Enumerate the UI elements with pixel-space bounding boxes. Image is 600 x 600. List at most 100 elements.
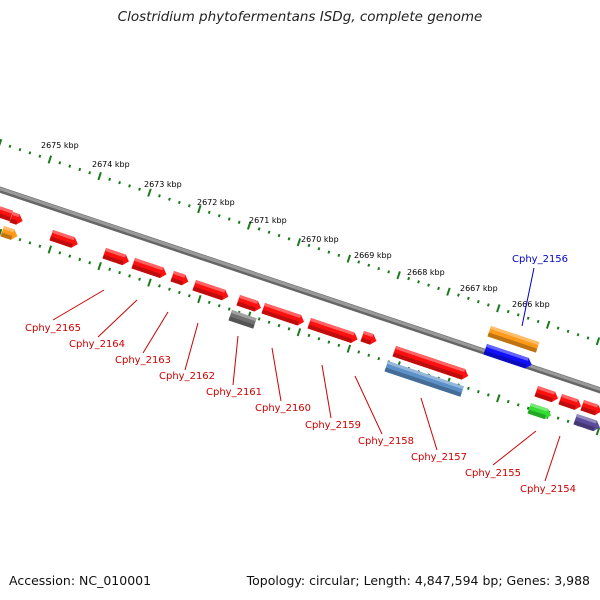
scale-tick — [346, 254, 352, 263]
gene-label-cphy-2155[interactable]: Cphy_2155 — [465, 468, 521, 479]
gene-shade — [236, 301, 256, 312]
scale-tick — [138, 277, 141, 281]
gene-cphy-2156[interactable] — [487, 326, 540, 353]
scale-tick — [337, 253, 341, 258]
gene-highlight — [231, 310, 257, 322]
scale-tick — [187, 294, 191, 298]
gene-cphy-2154c[interactable] — [573, 414, 600, 433]
scale-tick — [197, 204, 202, 214]
gene-highlight — [387, 361, 464, 390]
scale-tick — [566, 419, 570, 424]
kbp-label: 2674 kbp — [92, 160, 130, 169]
gene-cphy-2162[interactable] — [170, 271, 191, 287]
scale-tick — [417, 280, 420, 284]
gene-highlight — [576, 414, 597, 424]
scale-tick — [47, 245, 53, 254]
gene-cphy-2165[interactable] — [49, 230, 80, 249]
gene-cphy-2158[interactable] — [307, 318, 360, 345]
gene-highlight — [0, 205, 14, 214]
scale-tick — [467, 296, 470, 300]
gene-cphy-2154b[interactable] — [580, 400, 600, 417]
scale-tick — [217, 214, 221, 218]
gene-label-cphy-2156[interactable]: Cphy_2156 — [512, 254, 568, 265]
scale-tick — [446, 287, 451, 296]
gene-cphy-2164[interactable] — [102, 248, 131, 267]
scale-tick — [377, 356, 381, 361]
kbp-label: 2672 kbp — [197, 198, 235, 207]
scale-tick — [566, 329, 570, 334]
gene-cphy-2157b[interactable] — [384, 361, 464, 397]
scale-tick — [476, 389, 480, 394]
gene-label-cphy-2154[interactable]: Cphy_2154 — [520, 484, 576, 495]
gene-label-cphy-2157[interactable]: Cphy_2157 — [411, 452, 467, 463]
gene-shade — [534, 392, 553, 403]
gene-cphy-2155[interactable] — [534, 386, 560, 404]
gene-label-cphy-2160[interactable]: Cphy_2160 — [255, 403, 311, 414]
gene-label-cphy-2159[interactable]: Cphy_2159 — [305, 420, 361, 431]
scale-tick — [337, 343, 341, 348]
scale-tick — [227, 307, 231, 311]
label-leader-line — [52, 289, 105, 321]
gene-highlight — [530, 403, 549, 412]
scale-tick — [516, 403, 520, 407]
kbp-label: 2673 kbp — [144, 180, 182, 189]
gene-cphy-2155b[interactable] — [527, 403, 553, 421]
gene-cphy-2157[interactable] — [392, 346, 470, 381]
gene-cphy-2158b[interactable] — [360, 331, 379, 346]
scale-tick — [287, 327, 291, 331]
scale-tick — [197, 294, 202, 304]
scale-tick — [38, 154, 42, 158]
gene-label-cphy-2158[interactable]: Cphy_2158 — [358, 436, 414, 447]
gene-label-cphy-2165[interactable]: Cphy_2165 — [25, 323, 81, 334]
kbp-label: 2667 kbp — [460, 284, 498, 293]
scale-tick — [207, 300, 211, 305]
scale-tick — [138, 187, 141, 191]
scale-tick — [357, 350, 361, 354]
scale-tick — [78, 257, 82, 262]
scale-tick — [556, 416, 560, 420]
gene-cphy-2159[interactable] — [261, 303, 306, 327]
kbp-label: 2671 kbp — [249, 216, 287, 225]
gene-label-cphy-2164[interactable]: Cphy_2164 — [69, 339, 125, 350]
gene-cphy-2156b[interactable] — [483, 344, 534, 370]
gene-label-cphy-2163[interactable]: Cphy_2163 — [115, 355, 171, 366]
scale-tick — [78, 167, 82, 172]
gene-cphy-2154[interactable] — [558, 394, 583, 411]
gene-shade — [527, 409, 546, 420]
gene-block[interactable] — [0, 205, 14, 222]
gene-cphy-2161[interactable] — [192, 280, 231, 302]
scale-tick — [576, 333, 580, 337]
accession-text: Accession: NC_010001 — [9, 573, 152, 588]
label-leader-line — [544, 435, 561, 482]
label-leader-line — [142, 311, 169, 354]
gene-block[interactable] — [9, 212, 25, 226]
scale-tick — [88, 171, 92, 175]
gene-labels: Cphy_2165 Cphy_2164 Cphy_2163 Cphy_2162 … — [25, 254, 576, 495]
scale-tick — [396, 271, 401, 280]
gene-cphy-2161b[interactable] — [228, 310, 257, 329]
scale-tick — [357, 260, 361, 264]
scale-tick — [327, 340, 331, 344]
gene-cphy-2160[interactable] — [236, 295, 263, 313]
gene-label-cphy-2162[interactable]: Cphy_2162 — [159, 371, 215, 382]
gene-shade — [228, 316, 255, 329]
gene-shade — [170, 277, 184, 286]
gene-shade — [49, 236, 73, 248]
scale-tick — [0, 228, 3, 237]
gene-block[interactable] — [0, 226, 20, 242]
scale-tick — [496, 394, 501, 403]
scale-tick — [18, 237, 22, 242]
gene-label-cphy-2161[interactable]: Cphy_2161 — [206, 387, 262, 398]
gene-highlight — [310, 318, 355, 336]
gene-highlight — [561, 394, 579, 403]
scale-tick — [506, 399, 510, 404]
gene-shade — [102, 254, 124, 266]
scale-tick — [257, 317, 261, 321]
gene-cphy-2163[interactable] — [131, 258, 169, 280]
scale-tick — [526, 406, 530, 410]
scale-tick — [346, 344, 352, 353]
scale-tick — [457, 293, 460, 297]
scale-tick — [118, 181, 121, 185]
label-leader-line — [184, 322, 199, 371]
